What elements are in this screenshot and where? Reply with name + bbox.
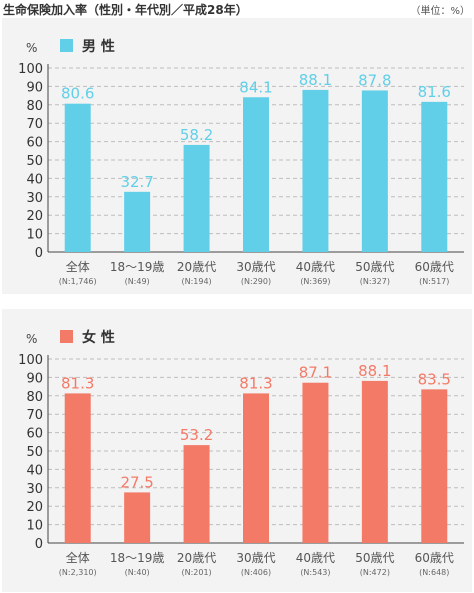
male-bar [421,101,448,252]
female-value-label: 87.1 [299,364,332,382]
female-value-label: 83.5 [418,370,451,388]
female-category-label: 40歳代 [296,551,335,565]
female-bar [361,380,388,543]
female-category-label: 全体 [66,550,90,565]
female-y-tick-label: 70 [26,408,43,423]
male-bar [183,144,210,252]
female-value-label: 53.2 [180,426,213,444]
male-y-tick-label: 0 [35,246,43,261]
male-y-unit: % [26,41,37,55]
female-sample-size-label: (N:2,310) [59,568,97,577]
female-y-unit: % [26,332,37,346]
female-y-tick-label: 30 [26,482,43,497]
male-sample-size-label: (N:194) [181,277,211,286]
female-category-label: 20歳代 [177,551,216,565]
male-sample-size-label: (N:369) [300,277,330,286]
female-y-tick-label: 100 [18,353,43,368]
male-category-label: 20歳代 [177,260,216,274]
male-y-tick-label: 30 [26,191,43,206]
male-bar [124,191,151,252]
male-y-tick-label: 80 [26,99,43,114]
female-sample-size-label: (N:406) [241,568,271,577]
female-value-label: 27.5 [120,473,153,491]
male-y-tick-label: 60 [26,136,43,151]
male-y-tick-label: 40 [26,172,43,187]
male-category-label: 40歳代 [296,260,335,274]
female-sample-size-label: (N:201) [181,568,211,577]
male-category-label: 30歳代 [236,260,275,274]
male-y-tick-label: 50 [26,154,43,169]
male-y-tick-label: 100 [18,62,43,77]
female-bar [302,382,329,543]
female-bar [243,393,269,543]
male-value-label: 88.1 [299,71,332,89]
male-value-label: 58.2 [180,126,213,144]
female-bar [64,393,91,543]
female-y-tick-label: 40 [26,463,43,478]
male-sample-size-label: (N:1,746) [59,277,97,286]
female-value-label: 81.3 [239,374,272,392]
male-y-tick-label: 70 [26,117,43,132]
female-y-tick-label: 90 [26,371,43,386]
male-category-label: 60歳代 [415,260,454,274]
male-value-label: 84.1 [239,78,272,96]
female-category-label: 18〜19歳 [110,551,165,565]
female-bar [183,445,210,543]
female-bar-chart: 女 性% 0 10 20 30 40 50 60 70 80 90 100 81.3 全体 (N:2,310… [18,329,464,577]
unit-note: （単位：%） [410,6,470,17]
male-y-tick-label: 20 [26,209,43,224]
female-y-tick-label: 0 [35,537,43,552]
male-y-tick-label: 10 [26,228,43,243]
male-legend-swatch [60,39,73,52]
male-bar [243,97,269,252]
male-sample-size-label: (N:327) [360,277,390,286]
female-sample-size-label: (N:472) [360,568,390,577]
female-y-tick-label: 80 [26,390,43,405]
male-category-label: 全体 [66,259,90,274]
male-sample-size-label: (N:290) [241,277,271,286]
male-bar [64,103,91,252]
female-y-tick-label: 50 [26,445,43,460]
male-value-label: 87.8 [358,71,391,89]
female-sample-size-label: (N:648) [419,568,449,577]
male-y-tick-label: 90 [26,80,43,95]
male-sample-size-label: (N:49) [125,277,150,286]
female-sample-size-label: (N:40) [125,568,150,577]
female-bar [124,492,151,543]
male-legend-label: 男 性 [82,38,115,55]
female-value-label: 81.3 [61,374,94,392]
female-sample-size-label: (N:543) [300,568,330,577]
male-value-label: 80.6 [61,85,94,103]
female-value-label: 88.1 [358,362,391,380]
female-y-tick-label: 10 [26,519,43,534]
female-y-tick-label: 20 [26,500,43,515]
male-chart-panel: 男 性% 0 10 20 30 40 50 60 70 80 90 100 80.6 全体 (N:1,746… [2,18,472,294]
female-bar [421,389,448,543]
female-y-tick-label: 60 [26,427,43,442]
male-bar [302,89,329,253]
male-category-label: 18〜19歳 [110,260,165,274]
male-value-label: 81.6 [418,83,451,101]
female-category-label: 60歳代 [415,551,454,565]
male-sample-size-label: (N:517) [419,277,449,286]
female-legend-label: 女 性 [82,329,115,346]
female-category-label: 50歳代 [355,551,394,565]
male-value-label: 32.7 [120,173,153,191]
female-chart-panel: 女 性% 0 10 20 30 40 50 60 70 80 90 100 81.3 全体 (N:2,310… [2,309,472,592]
male-bar-chart: 男 性% 0 10 20 30 40 50 60 70 80 90 100 80.6 全体 (N:1,746… [18,38,464,286]
page-title: 生命保険加入率（性別・年代別／平成28年） [3,3,248,17]
female-legend-swatch [60,330,73,343]
male-bar [361,90,388,252]
female-category-label: 30歳代 [236,551,275,565]
male-category-label: 50歳代 [355,260,394,274]
